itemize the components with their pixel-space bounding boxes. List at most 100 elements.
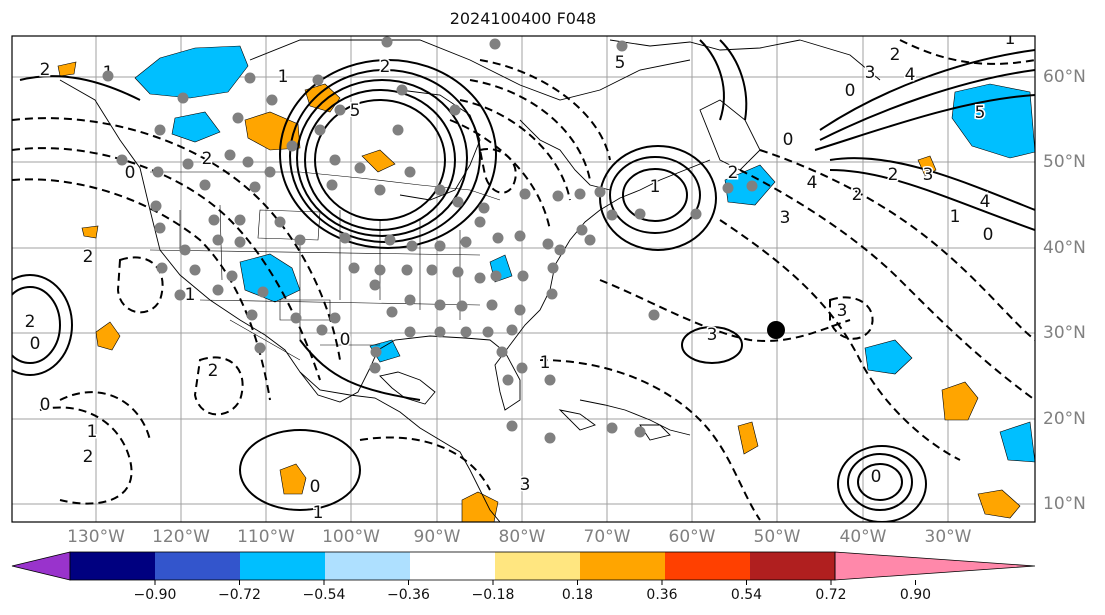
contour-label: 0 — [310, 477, 321, 497]
contour-label: 2 — [83, 247, 94, 267]
observation-marker — [374, 184, 386, 196]
observation-marker — [234, 236, 246, 248]
observation-marker — [574, 188, 586, 200]
observation-marker — [542, 238, 554, 250]
longitude-label: 70°W — [583, 527, 631, 547]
observation-marker — [648, 309, 660, 321]
observation-marker — [690, 208, 702, 220]
colorbar-extend-min — [11, 551, 71, 581]
colorbar-segment — [240, 552, 325, 580]
colorbar-tick-label: 0.72 — [815, 587, 847, 603]
contour-label: 0 — [125, 163, 136, 183]
political-borders — [149, 171, 501, 361]
contour-label: 1 — [540, 353, 551, 373]
observation-marker — [616, 40, 628, 52]
observation-marker — [274, 216, 286, 228]
observation-marker — [546, 288, 558, 300]
observation-marker — [212, 284, 224, 296]
contour-label: 5 — [615, 53, 626, 73]
contour-label: 1 — [185, 285, 196, 305]
observation-marker — [486, 299, 498, 311]
observation-marker — [502, 374, 514, 386]
observation-marker — [594, 186, 606, 198]
contour-label: 0 — [340, 330, 351, 350]
observation-marker — [314, 124, 326, 136]
observation-marker — [482, 326, 494, 338]
colorbar — [11, 551, 1036, 585]
contour-label: 0 — [783, 130, 794, 150]
observation-marker — [381, 36, 393, 48]
contour-label: 3 — [520, 475, 531, 495]
contour-label: 2 — [852, 185, 863, 205]
observation-marker — [294, 234, 306, 246]
observation-marker — [506, 324, 518, 336]
observation-marker — [426, 264, 438, 276]
observation-marker — [584, 234, 596, 246]
latitude-label: 50°N — [1043, 152, 1086, 172]
positive-fill-areas — [57, 61, 1021, 522]
colorbar-tick-label: −0.90 — [133, 587, 177, 603]
observation-marker — [226, 270, 238, 282]
contour-label: 0 — [845, 81, 856, 101]
negative-fill-areas — [134, 45, 1035, 463]
contour-label: 2 — [380, 57, 391, 77]
contour-label: 1 — [650, 177, 661, 197]
observation-marker — [246, 309, 258, 321]
colorbar-tick-label: −0.36 — [387, 587, 430, 603]
colorbar-segment — [325, 552, 410, 580]
observation-marker — [722, 182, 734, 194]
observation-marker — [177, 92, 189, 104]
observation-marker — [354, 162, 366, 174]
observation-marker — [174, 289, 186, 301]
observation-marker — [199, 179, 211, 191]
contour-label: 2 — [83, 447, 94, 467]
observation-marker — [516, 362, 528, 374]
contour-label: 0 — [983, 225, 994, 245]
longitude-label: 90°W — [413, 527, 461, 547]
observation-marker — [316, 324, 328, 336]
observation-marker — [456, 300, 468, 312]
observation-marker — [290, 312, 302, 324]
observation-marker — [547, 262, 559, 274]
observation-marker — [404, 294, 416, 306]
observation-marker — [208, 214, 220, 226]
longitude-label: 80°W — [498, 527, 546, 547]
observation-marker — [492, 232, 504, 244]
observation-marker — [634, 208, 646, 220]
contour-label: 4 — [905, 65, 916, 85]
observation-marker — [474, 272, 486, 284]
contour-label: 0 — [30, 334, 41, 354]
contour-label: 1 — [950, 207, 961, 227]
observation-marker — [116, 154, 128, 166]
latitude-label: 40°N — [1043, 238, 1086, 258]
contour-label: 0 — [871, 467, 882, 487]
longitude-label: 50°W — [753, 527, 801, 547]
observation-marker — [519, 188, 531, 200]
observation-marker — [434, 240, 446, 252]
longitude-label: 110°W — [237, 527, 295, 547]
contour-labels: 2102512534320454321021032312002121013210… — [23, 36, 1017, 522]
observation-marker — [384, 234, 396, 246]
observation-marker — [434, 184, 446, 196]
observation-marker — [329, 154, 341, 166]
contour-label: 4 — [807, 173, 818, 193]
colorbar-tick-label: −0.72 — [218, 587, 261, 603]
latitude-label: 30°N — [1043, 323, 1086, 343]
observation-marker — [179, 244, 191, 256]
colorbar-segment — [495, 552, 580, 580]
observation-marker — [489, 38, 501, 50]
observation-marker — [286, 140, 298, 152]
observation-marker — [224, 149, 236, 161]
observation-marker — [374, 264, 386, 276]
contour-label: 2 — [888, 165, 899, 185]
observation-marker — [544, 432, 556, 444]
observation-marker — [369, 279, 381, 291]
observation-marker — [392, 124, 404, 136]
observation-marker — [396, 84, 408, 96]
latitude-label: 60°N — [1043, 67, 1086, 87]
contour-label: 2 — [40, 60, 51, 80]
map-title: 2024100400 F048 — [449, 9, 597, 28]
colorbar-segment — [750, 552, 835, 580]
contour-label: 5 — [975, 103, 986, 123]
observation-marker — [189, 264, 201, 276]
